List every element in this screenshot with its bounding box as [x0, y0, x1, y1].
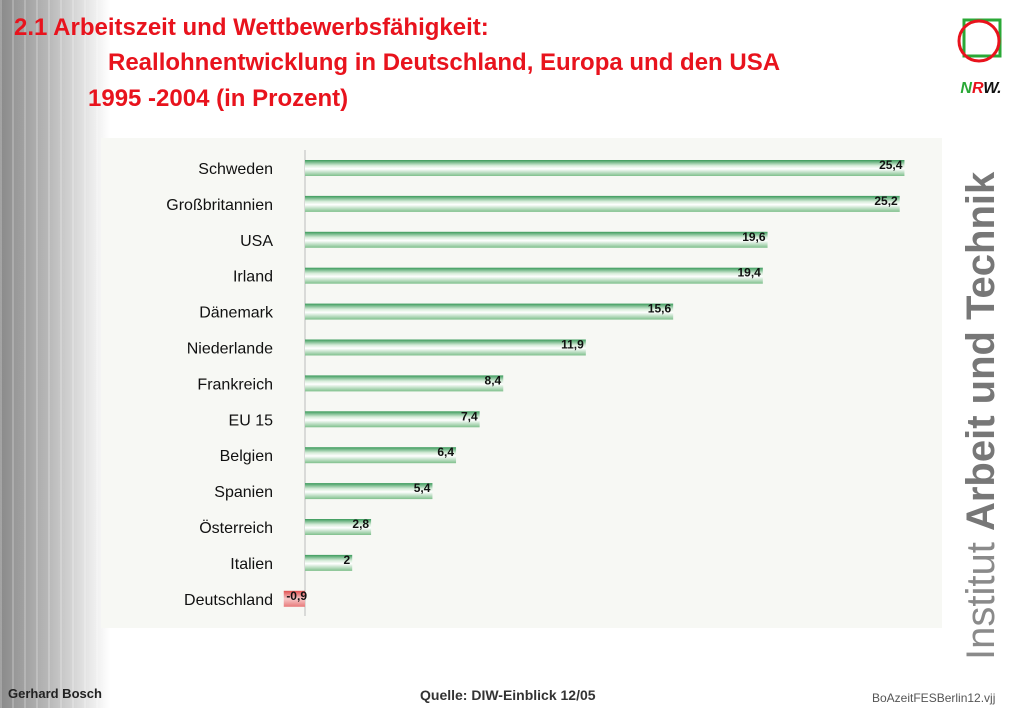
category-label: Frankreich: [197, 376, 273, 393]
data-label: 5,4: [414, 481, 431, 495]
data-label: 6,4: [437, 445, 454, 459]
bar-niederlande: [305, 339, 586, 356]
category-label: Deutschland: [184, 592, 273, 609]
title-line-1: 2.1 Arbeitszeit und Wettbewerbsfähigkeit…: [14, 14, 489, 41]
category-label: Österreich: [199, 519, 273, 537]
title-line-3: 1995 -2004 (in Prozent): [88, 85, 349, 112]
category-label: Spanien: [214, 484, 273, 501]
title-line-2: Reallohnentwicklung in Deutschland, Euro…: [108, 49, 781, 76]
bar-italien: [305, 554, 353, 571]
bar-eu-15: [305, 411, 480, 428]
category-label: Italien: [230, 556, 273, 573]
data-label: -0,9: [286, 589, 307, 603]
left-decoration: [0, 0, 110, 708]
data-label: 25,2: [874, 194, 898, 208]
data-label: 8,4: [485, 373, 502, 387]
category-label: USA: [240, 233, 273, 250]
data-label: 2,8: [352, 517, 369, 531]
data-label: 11,9: [561, 338, 584, 352]
category-label: Niederlande: [187, 341, 273, 358]
data-label: 15,6: [648, 302, 672, 316]
author: Gerhard Bosch: [8, 686, 102, 701]
data-label: 2: [344, 553, 351, 567]
source-note: Quelle: DIW-Einblick 12/05: [420, 687, 596, 703]
bar-usa: [305, 231, 768, 248]
chart-panel: [101, 138, 942, 628]
data-label: 25,4: [879, 158, 903, 172]
category-label: Großbritannien: [166, 197, 273, 214]
data-label: 7,4: [461, 409, 478, 423]
category-label: Dänemark: [199, 305, 274, 322]
data-label: 19,4: [737, 266, 761, 280]
bar-deutschland: [283, 590, 305, 607]
category-label: EU 15: [229, 412, 274, 429]
bar-großbritannien: [305, 195, 900, 212]
nrw-logo: [957, 18, 1002, 63]
category-label: Irland: [233, 269, 273, 286]
bar-dänemark: [305, 303, 674, 320]
bar-belgien: [305, 447, 457, 464]
file-name: BoAzeitFESBerlin12.vjj: [872, 691, 996, 705]
data-label: 19,6: [742, 230, 766, 244]
bar-spanien: [305, 483, 433, 500]
bar-irland: [305, 267, 763, 284]
bar-schweden: [305, 160, 905, 176]
category-label: Belgien: [220, 448, 273, 465]
bar-österreich: [305, 519, 372, 535]
category-label: Schweden: [198, 161, 273, 178]
institut-sidebar-text: Institut Arbeit und Technik: [959, 171, 1003, 660]
nrw-logo-text: NRW.: [960, 80, 1002, 97]
bar-frankreich: [305, 375, 504, 392]
